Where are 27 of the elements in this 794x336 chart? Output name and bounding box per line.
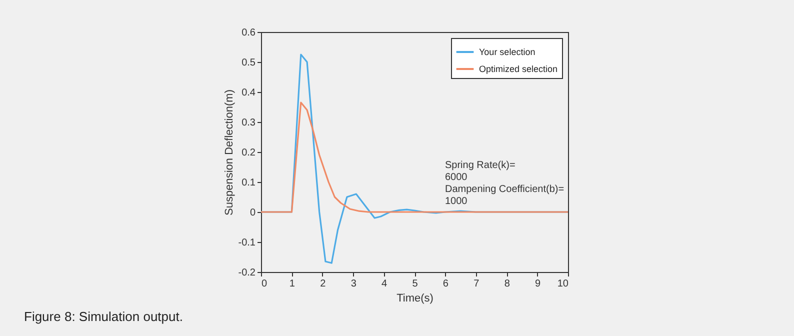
y-tick-label: 0.6 [242, 28, 256, 38]
legend-label: Your selection [479, 47, 536, 57]
y-tick-label: 0.1 [242, 178, 256, 188]
y-tick-label: 0.4 [242, 88, 256, 98]
y-tick-label: 0 [250, 208, 256, 218]
line-series [260, 102, 569, 213]
caption: Figure 8: Simulation output. [24, 309, 183, 324]
x-tick-label: 8 [504, 278, 510, 290]
legend-label: Optimized selection [479, 64, 558, 74]
x-tick-label: 9 [535, 278, 542, 290]
x-axis-title: Time(s) [396, 292, 434, 304]
x-tick-label: 7 [474, 278, 480, 290]
x-tick-label: 6 [442, 278, 449, 290]
y-tick-label: -0.2 [238, 268, 256, 278]
x-tick-label: 3 [350, 278, 357, 290]
annotation: Spring Rate(k)= 6000 Dampening Coefficient(b)= 1000 [445, 160, 564, 207]
x-tick-label: 0 [262, 278, 268, 290]
y-tick-label: 0.5 [242, 58, 256, 68]
x-tick-label: 2 [320, 278, 326, 290]
y-tick-label: -0.1 [238, 238, 256, 248]
y-tick-label: 0.3 [242, 118, 256, 128]
y-tick-label: 0.2 [242, 148, 256, 158]
y-axis-title: Suspension Deflection(m) [223, 90, 236, 216]
x-tick-label: 1 [289, 278, 296, 290]
x-tick-label: 5 [412, 278, 418, 290]
x-tick-label: 10 [557, 278, 569, 290]
x-tick-label: 4 [382, 278, 388, 290]
